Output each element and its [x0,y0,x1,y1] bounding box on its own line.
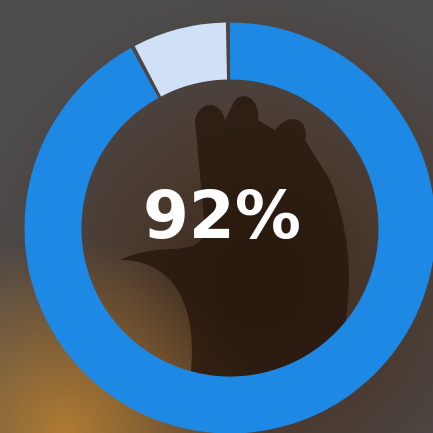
value-label: 92% [143,177,301,254]
progress-chart: 92% [0,0,433,433]
progress-track [148,51,227,71]
